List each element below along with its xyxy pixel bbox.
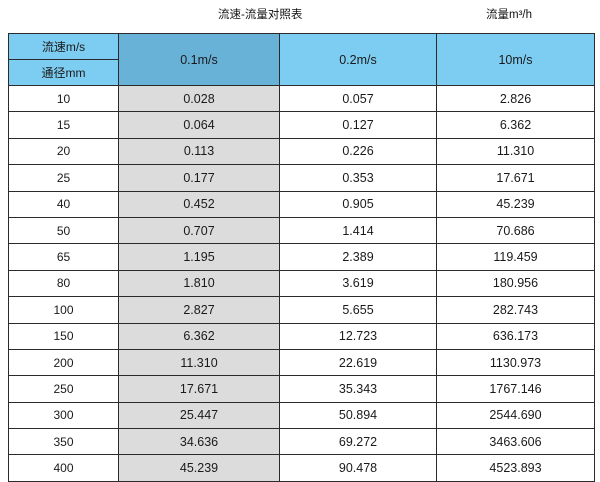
cell-flow-0-2ms: 1.414	[279, 216, 437, 245]
table-body: 10 0.028 0.057 2.826 15 0.064 0.127 6.36…	[8, 84, 595, 482]
cell-diameter: 40	[8, 190, 119, 218]
cell-flow-0-1ms: 0.064	[118, 111, 280, 139]
cell-flow-10ms: 45.239	[436, 190, 595, 218]
cell-flow-10ms: 636.173	[436, 322, 595, 350]
cell-flow-0-1ms: 25.447	[118, 401, 280, 430]
cell-flow-0-2ms: 0.127	[279, 111, 437, 139]
table-row: 200 11.310 22.619 1130.973	[8, 348, 595, 377]
cell-flow-10ms: 17.671	[436, 164, 595, 192]
cell-flow-10ms: 6.362	[436, 111, 595, 139]
cell-flow-0-1ms: 0.028	[118, 84, 280, 113]
cell-flow-10ms: 4523.893	[436, 454, 595, 482]
table-row: 25 0.177 0.353 17.671	[8, 164, 595, 192]
cell-flow-10ms: 2.826	[436, 84, 595, 113]
cell-flow-0-1ms: 1.810	[118, 269, 280, 298]
cell-diameter: 350	[8, 428, 119, 456]
cell-diameter: 300	[8, 401, 119, 430]
cell-flow-10ms: 282.743	[436, 296, 595, 324]
cell-diameter: 20	[8, 137, 119, 166]
cell-flow-0-2ms: 35.343	[279, 375, 437, 403]
caption-row: 流速-流量对照表 流量m³/h	[0, 0, 600, 32]
cell-diameter: 200	[8, 348, 119, 377]
cell-flow-0-1ms: 45.239	[118, 454, 280, 482]
table-row: 100 2.827 5.655 282.743	[8, 296, 595, 324]
table-row: 150 6.362 12.723 636.173	[8, 322, 595, 350]
cell-diameter: 25	[8, 164, 119, 192]
cell-flow-0-2ms: 0.226	[279, 137, 437, 166]
cell-flow-0-2ms: 5.655	[279, 296, 437, 324]
cell-flow-0-2ms: 69.272	[279, 428, 437, 456]
flow-unit-label: 流量m³/h	[486, 9, 532, 21]
cell-flow-0-1ms: 0.177	[118, 164, 280, 192]
cell-flow-0-1ms: 0.707	[118, 216, 280, 245]
header-velocity-label: 流速m/s	[8, 33, 119, 60]
cell-flow-0-1ms: 17.671	[118, 375, 280, 403]
flow-rate-table: 流速m/s 0.1m/s 0.2m/s 10m/s 通径mm 10 0.028 …	[8, 33, 595, 482]
header-row-bottom: 通径mm	[8, 59, 595, 86]
cell-flow-0-1ms: 0.113	[118, 137, 280, 166]
table-row: 15 0.064 0.127 6.362	[8, 111, 595, 139]
cell-flow-0-1ms: 11.310	[118, 348, 280, 377]
table-row: 40 0.452 0.905 45.239	[8, 190, 595, 218]
table-row: 350 34.636 69.272 3463.606	[8, 428, 595, 456]
flow-table-wrapper: 流速m/s 0.1m/s 0.2m/s 10m/s 通径mm 10 0.028 …	[8, 33, 595, 482]
cell-diameter: 10	[8, 84, 119, 113]
cell-flow-10ms: 180.956	[436, 269, 595, 298]
cell-diameter: 250	[8, 375, 119, 403]
table-row: 300 25.447 50.894 2544.690	[8, 401, 595, 430]
cell-flow-0-1ms: 2.827	[118, 296, 280, 324]
cell-flow-10ms: 70.686	[436, 216, 595, 245]
cell-diameter: 65	[8, 243, 119, 271]
cell-flow-0-2ms: 90.478	[279, 454, 437, 482]
page-title: 流速-流量对照表	[218, 9, 303, 21]
header-diameter-label: 通径mm	[8, 59, 119, 86]
table-row: 65 1.195 2.389 119.459	[8, 243, 595, 271]
cell-diameter: 400	[8, 454, 119, 482]
header-col-0-2ms: 0.2m/s	[279, 33, 437, 86]
cell-flow-10ms: 1130.973	[436, 348, 595, 377]
cell-flow-0-2ms: 0.057	[279, 84, 437, 113]
cell-diameter: 100	[8, 296, 119, 324]
header-col-10ms: 10m/s	[436, 33, 595, 86]
cell-flow-10ms: 119.459	[436, 243, 595, 271]
table-row: 50 0.707 1.414 70.686	[8, 216, 595, 245]
cell-diameter: 150	[8, 322, 119, 350]
cell-flow-0-1ms: 1.195	[118, 243, 280, 271]
cell-flow-10ms: 1767.146	[436, 375, 595, 403]
cell-flow-0-1ms: 34.636	[118, 428, 280, 456]
table-head: 流速m/s 0.1m/s 0.2m/s 10m/s 通径mm	[8, 33, 595, 86]
table-row: 10 0.028 0.057 2.826	[8, 84, 595, 113]
cell-flow-0-2ms: 3.619	[279, 269, 437, 298]
table-row: 20 0.113 0.226 11.310	[8, 137, 595, 166]
cell-flow-0-2ms: 0.905	[279, 190, 437, 218]
cell-flow-0-1ms: 6.362	[118, 322, 280, 350]
cell-flow-0-2ms: 12.723	[279, 322, 437, 350]
cell-flow-0-2ms: 0.353	[279, 164, 437, 192]
table-row: 80 1.810 3.619 180.956	[8, 269, 595, 298]
header-row-top: 流速m/s 0.1m/s 0.2m/s 10m/s	[8, 33, 595, 86]
cell-diameter: 50	[8, 216, 119, 245]
cell-flow-0-2ms: 50.894	[279, 401, 437, 430]
cell-diameter: 15	[8, 111, 119, 139]
cell-flow-10ms: 2544.690	[436, 401, 595, 430]
cell-flow-10ms: 11.310	[436, 137, 595, 166]
cell-flow-0-1ms: 0.452	[118, 190, 280, 218]
cell-flow-0-2ms: 22.619	[279, 348, 437, 377]
cell-flow-0-2ms: 2.389	[279, 243, 437, 271]
cell-diameter: 80	[8, 269, 119, 298]
table-row: 250 17.671 35.343 1767.146	[8, 375, 595, 403]
header-col-0-1ms: 0.1m/s	[118, 33, 280, 86]
table-row: 400 45.239 90.478 4523.893	[8, 454, 595, 482]
cell-flow-10ms: 3463.606	[436, 428, 595, 456]
